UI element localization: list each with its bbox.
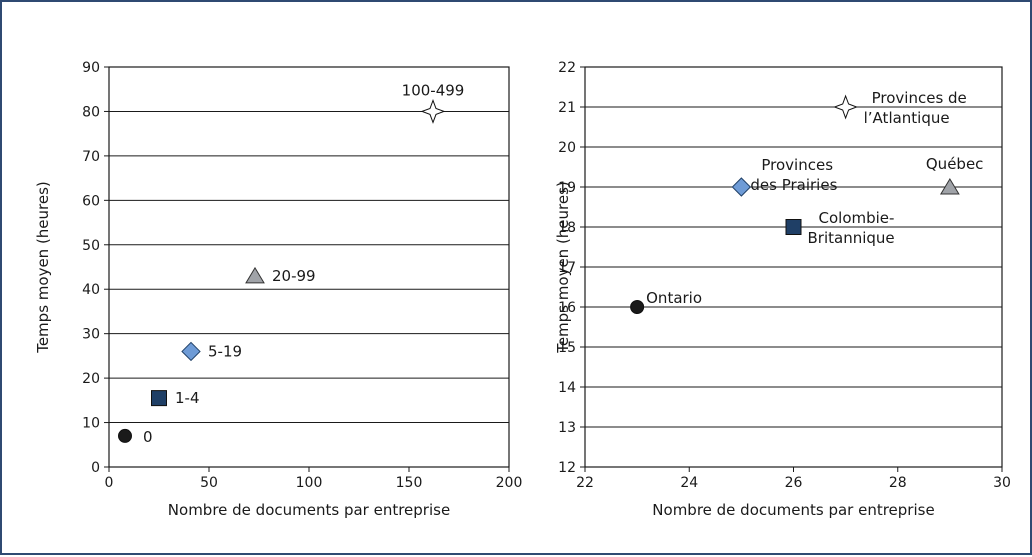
- y-tick-label: 50: [82, 238, 100, 254]
- point-marker-square: [785, 219, 802, 235]
- point-label: 1-4: [175, 389, 200, 407]
- y-tick-label: 40: [82, 282, 100, 298]
- y-tick-label: 30: [82, 327, 100, 343]
- y-tick-label: 15: [558, 340, 576, 356]
- x-tick-label: 0: [105, 475, 114, 491]
- y-axis-title: Temps moyen (heures): [554, 181, 572, 354]
- x-axis-title: Nombre de documents par entreprise: [652, 501, 934, 519]
- y-tick-label: 19: [558, 180, 576, 196]
- y-tick-label: 20: [558, 140, 576, 156]
- x-tick-label: 100: [296, 475, 323, 491]
- x-tick-label: 30: [993, 475, 1011, 491]
- y-tick-label: 0: [91, 460, 100, 476]
- x-tick-label: 28: [889, 475, 907, 491]
- y-axis-title: Temps moyen (heures): [34, 181, 52, 354]
- x-tick-label: 150: [396, 475, 423, 491]
- chart-1: 0 10 20 30 40 50 60 70 80 90 0 50 100 150 200 Nombre de…: [34, 60, 522, 519]
- x-tick-label: 26: [785, 475, 803, 491]
- point-label: 5-19: [208, 342, 242, 360]
- point-label: Britannique: [808, 229, 895, 247]
- point-label: 100-499: [402, 81, 465, 99]
- y-tick-label: 14: [558, 380, 576, 396]
- point-label: 0: [143, 428, 153, 446]
- chart-2: 12 13 14 15 16 17 18 19 20 21 22 22 24 26 28 30 Nombre d…: [554, 60, 1011, 519]
- y-tick-label: 13: [558, 420, 576, 436]
- point-label: des Prairies: [750, 176, 837, 194]
- y-tick-label: 80: [82, 104, 100, 120]
- point-marker-diamond: [181, 341, 201, 362]
- point-label: 20-99: [272, 267, 316, 285]
- point-marker-star: [833, 94, 859, 120]
- point-label: Provinces: [761, 156, 833, 174]
- point-marker-circle: [630, 300, 645, 314]
- y-tick-label: 12: [558, 460, 576, 476]
- point-label: l’Atlantique: [864, 109, 950, 127]
- y-tick-label: 17: [558, 260, 576, 276]
- point-label: Québec: [926, 155, 984, 173]
- y-tick-label: 20: [82, 371, 100, 387]
- x-tick-label: 24: [680, 475, 698, 491]
- point-marker-diamond: [731, 177, 752, 197]
- y-tick-label: 90: [82, 60, 100, 76]
- point-marker-triangle: [939, 178, 960, 195]
- y-tick-label: 70: [82, 149, 100, 165]
- point-label: Ontario: [646, 289, 702, 307]
- point-marker-triangle: [245, 266, 265, 284]
- point-label: Provinces de: [872, 89, 967, 107]
- point-marker-star: [420, 98, 446, 124]
- x-axis-title: Nombre de documents par entreprise: [168, 501, 450, 519]
- x-tick-label: 50: [200, 475, 218, 491]
- point-label: Colombie-: [819, 209, 895, 227]
- y-tick-label: 10: [82, 416, 100, 432]
- y-tick-label: 22: [558, 60, 576, 76]
- x-tick-label: 22: [576, 475, 594, 491]
- point-marker-circle: [118, 428, 132, 443]
- point-marker-square: [151, 390, 167, 407]
- x-tick-label: 200: [496, 475, 523, 491]
- y-tick-label: 60: [82, 193, 100, 209]
- y-tick-label: 21: [558, 100, 576, 116]
- y-tick-label: 18: [558, 220, 576, 236]
- y-tick-label: 16: [558, 300, 576, 316]
- plot-area: [108, 66, 510, 468]
